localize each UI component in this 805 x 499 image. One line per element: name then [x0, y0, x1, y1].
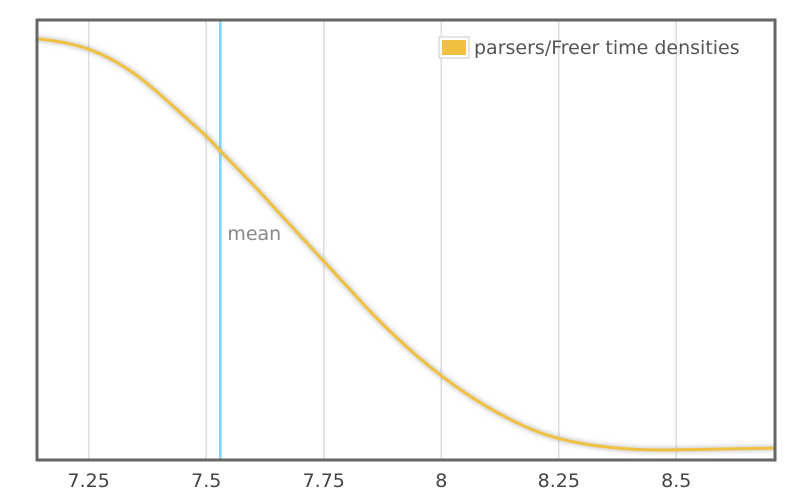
plot-frame [35, 18, 777, 462]
x-tick-label-2: 7.75 [303, 470, 345, 492]
x-tick-label-4: 8.25 [538, 470, 580, 492]
series-shadow-0 [36, 35, 776, 453]
series-layer [35, 35, 777, 453]
x-tick-label-1: 7.5 [191, 470, 221, 492]
mean-marker: mean [219, 20, 281, 460]
grid-lines [87, 20, 678, 460]
legend-swatch [442, 40, 466, 55]
legend: parsers/Freer time densities [438, 36, 740, 59]
mean-label: mean [227, 223, 281, 245]
x-tick-label-0: 7.25 [68, 470, 110, 492]
x-tick-label-5: 8.5 [661, 470, 691, 492]
x-tick-label-3: 8 [435, 470, 447, 492]
legend-label: parsers/Freer time densities [474, 37, 740, 59]
series-line-0 [35, 37, 777, 452]
x-axis-ticks: 7.25 7.5 7.75 8 8.25 8.5 [68, 470, 692, 492]
